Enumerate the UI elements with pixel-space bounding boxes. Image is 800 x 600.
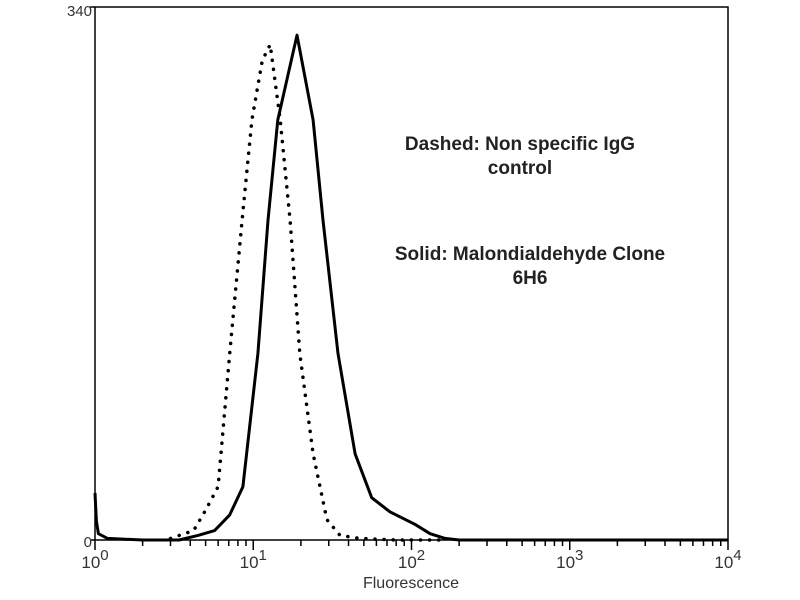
- y-tick-label-top: 340: [67, 3, 92, 20]
- x-tick-label: 100: [81, 547, 108, 572]
- x-tick-label: 103: [556, 547, 583, 572]
- series-solid-line: [93, 33, 728, 542]
- x-tick-label: 101: [240, 547, 267, 572]
- annotation-solid-line1: Solid: Malondialdehyde Clone: [394, 244, 666, 265]
- annotation-solid-line2: 6H6: [512, 268, 548, 289]
- annotation-dashed-line2: control: [487, 158, 553, 179]
- series-dotted-line: [168, 42, 442, 542]
- x-axis-label: Fluorescence: [363, 575, 459, 592]
- annotation-dashed-line1: Dashed: Non specific IgG: [404, 134, 636, 155]
- x-tick-label: 104: [714, 547, 741, 572]
- y-tick-label-bottom: 0: [84, 534, 92, 551]
- x-tick-label: 102: [398, 547, 425, 572]
- annotation-dashed: Dashed: Non specific IgG control: [360, 133, 680, 181]
- annotation-solid: Solid: Malondialdehyde Clone 6H6: [350, 243, 710, 291]
